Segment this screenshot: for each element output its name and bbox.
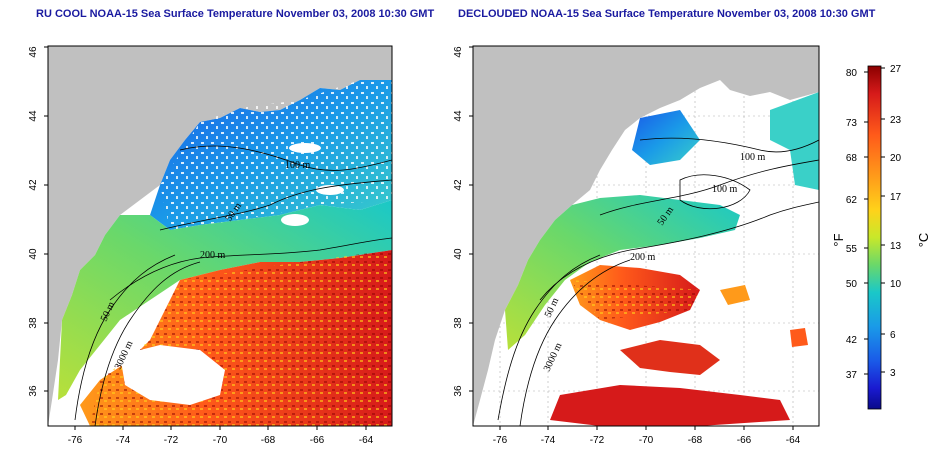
right-x-axis: -76 -74 -72 -70 -68 -66 -64 bbox=[493, 426, 801, 446]
left-y-tick: 42 bbox=[28, 179, 39, 191]
left-cloud-patch bbox=[289, 143, 321, 153]
left-isobath-100m bbox=[179, 145, 392, 171]
left-y-tick: 44 bbox=[28, 110, 39, 122]
right-x-tick: -64 bbox=[786, 435, 801, 446]
colorbar-c-tick: 20 bbox=[890, 153, 902, 164]
left-cloud-patch bbox=[281, 214, 309, 226]
colorbar-f-tick: 37 bbox=[846, 370, 858, 381]
right-cool-water bbox=[632, 110, 700, 165]
right-warm-patch bbox=[620, 340, 720, 375]
right-y-tick: 40 bbox=[453, 248, 464, 260]
left-map-title: RU COOL NOAA-15 Sea Surface Temperature … bbox=[36, 8, 435, 20]
colorbar-c-ticks: 27 23 20 17 13 10 6 3 bbox=[881, 64, 902, 379]
colorbar-f-tick: 80 bbox=[846, 68, 858, 79]
left-x-axis: -76 -74 -72 -70 -68 -66 -64 bbox=[68, 426, 374, 446]
left-isobath-3000m bbox=[94, 261, 201, 426]
left-y-tick: 46 bbox=[28, 46, 39, 58]
right-y-tick: 36 bbox=[453, 385, 464, 397]
right-warm-patch bbox=[720, 285, 750, 305]
left-x-tick: -66 bbox=[310, 435, 325, 446]
left-y-tick: 40 bbox=[28, 248, 39, 260]
right-x-tick: -68 bbox=[688, 435, 703, 446]
right-y-tick: 44 bbox=[453, 110, 464, 122]
left-land-mass bbox=[48, 46, 392, 426]
left-x-tick: -70 bbox=[213, 435, 228, 446]
right-isobath-50m bbox=[599, 159, 819, 216]
right-map-title: DECLOUDED NOAA-15 Sea Surface Temperatur… bbox=[458, 8, 876, 20]
right-isobath-100m-inner bbox=[679, 174, 751, 210]
right-x-tick: -72 bbox=[590, 435, 605, 446]
right-warm-texture bbox=[570, 280, 700, 320]
right-isobath-100m bbox=[639, 137, 819, 153]
right-y-axis: 36 38 40 42 44 46 bbox=[453, 46, 473, 397]
colorbar-celsius-label: °C bbox=[916, 233, 931, 248]
colorbar-f-ticks: 80 73 68 62 55 50 42 37 bbox=[846, 68, 868, 381]
left-cloud-patch bbox=[316, 185, 344, 195]
left-x-tick: -76 bbox=[68, 435, 83, 446]
left-label-200m: 200 m bbox=[200, 250, 226, 261]
colorbar-c-tick: 10 bbox=[890, 279, 902, 290]
colorbar-c-tick: 17 bbox=[890, 192, 902, 203]
left-x-tick: -74 bbox=[116, 435, 131, 446]
colorbar-scale bbox=[867, 65, 882, 410]
left-map: 100 m 50 m 200 m 50 m 3000 m bbox=[48, 46, 392, 426]
right-y-tick: 38 bbox=[453, 317, 464, 329]
right-y-tick: 42 bbox=[453, 179, 464, 191]
colorbar-f-tick: 42 bbox=[846, 335, 858, 346]
right-x-tick: -70 bbox=[639, 435, 654, 446]
right-label-200m: 200 m bbox=[630, 252, 656, 263]
colorbar-c-tick: 6 bbox=[890, 330, 896, 341]
right-x-tick: -76 bbox=[493, 435, 508, 446]
right-isobath-3000m bbox=[519, 259, 631, 426]
left-isobath-shelf bbox=[74, 254, 176, 421]
right-y-tick: 46 bbox=[453, 46, 464, 58]
right-isobath-200m bbox=[539, 201, 819, 301]
left-x-tick: -64 bbox=[359, 435, 374, 446]
left-y-tick: 36 bbox=[28, 385, 39, 397]
right-shelf-water bbox=[505, 195, 740, 350]
right-x-tick: -66 bbox=[737, 435, 752, 446]
left-y-axis: 36 38 40 42 44 46 bbox=[28, 46, 48, 397]
colorbar-f-tick: 55 bbox=[846, 244, 858, 255]
colorbar-c-tick: 23 bbox=[890, 115, 902, 126]
colorbar-f-tick: 73 bbox=[846, 118, 858, 129]
left-isobath-50m bbox=[159, 179, 392, 231]
right-map: 100 m 100 m 50 m 200 m 50 m 3000 m bbox=[473, 46, 819, 426]
colorbar-c-tick: 3 bbox=[890, 368, 896, 379]
left-label-100m: 100 m bbox=[285, 160, 311, 171]
left-shelf-water bbox=[58, 200, 392, 400]
left-x-tick: -68 bbox=[261, 435, 276, 446]
right-x-tick: -74 bbox=[541, 435, 556, 446]
right-warm-patch bbox=[790, 328, 808, 347]
colorbar-f-tick: 62 bbox=[846, 195, 858, 206]
right-label-100m-east: 100 m bbox=[740, 152, 766, 163]
left-y-tick: 38 bbox=[28, 317, 39, 329]
colorbar: 80 73 68 62 55 50 42 37 27 23 20 17 13 1… bbox=[831, 64, 931, 410]
left-cloud-gap bbox=[120, 345, 225, 405]
right-isobath-shelf bbox=[497, 254, 601, 421]
right-label-100m: 100 m bbox=[712, 184, 738, 195]
colorbar-c-tick: 13 bbox=[890, 241, 902, 252]
colorbar-f-tick: 50 bbox=[846, 279, 858, 290]
colorbar-f-tick: 68 bbox=[846, 153, 858, 164]
colorbar-fahrenheit-label: °F bbox=[831, 233, 846, 246]
right-warm-patch bbox=[550, 385, 790, 426]
left-isobath-200m bbox=[109, 237, 392, 301]
right-land-mass bbox=[473, 46, 819, 426]
right-cool-water-east bbox=[770, 92, 819, 190]
left-x-tick: -72 bbox=[164, 435, 179, 446]
colorbar-c-tick: 27 bbox=[890, 64, 902, 75]
